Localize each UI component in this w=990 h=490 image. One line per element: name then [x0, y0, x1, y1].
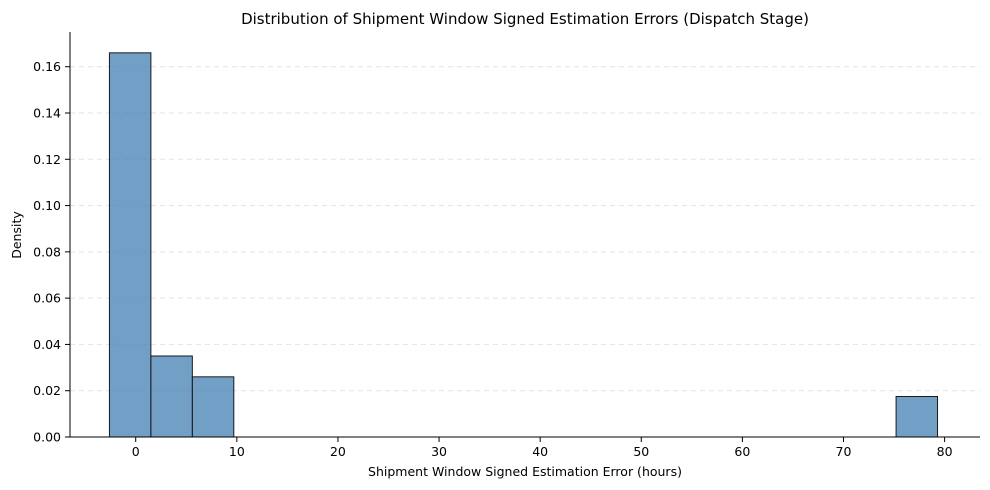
y-tick-label: 0.14 — [33, 106, 61, 121]
x-tick-label: 70 — [836, 444, 852, 459]
axes — [69, 32, 980, 438]
y-tick-label: 0.00 — [33, 430, 61, 445]
x-tick-label: 30 — [431, 444, 447, 459]
histogram-bar-3 — [895, 396, 939, 438]
x-tick-label: 0 — [132, 444, 140, 459]
grid-lines — [70, 66, 980, 392]
y-tick-label: 0.02 — [33, 383, 61, 398]
x-axis-ticks: 0 10 20 30 40 50 60 70 80 — [132, 437, 953, 459]
x-axis-label: Shipment Window Signed Estimation Error … — [368, 464, 682, 479]
y-axis-label: Density — [9, 211, 24, 259]
y-axis-ticks: 0.00 0.02 0.04 0.06 0.08 0.10 0.12 0.14 0.16 — [33, 59, 70, 445]
x-tick-label: 10 — [229, 444, 245, 459]
y-tick-label: 0.06 — [33, 291, 61, 306]
y-tick-label: 0.12 — [33, 152, 61, 167]
histogram-bar-1 — [150, 355, 193, 438]
x-tick-label: 40 — [532, 444, 548, 459]
histogram-bar-0 — [108, 52, 152, 438]
histogram-bars — [108, 52, 939, 438]
y-tick-label: 0.08 — [33, 244, 61, 259]
histogram-bar-2 — [191, 376, 235, 438]
x-tick-label: 20 — [330, 444, 346, 459]
x-tick-label: 60 — [734, 444, 750, 459]
y-tick-label: 0.16 — [33, 59, 61, 74]
y-tick-label: 0.10 — [33, 198, 61, 213]
chart-title: Distribution of Shipment Window Signed E… — [241, 10, 809, 28]
y-tick-label: 0.04 — [33, 337, 61, 352]
x-tick-label: 50 — [633, 444, 649, 459]
x-tick-label: 80 — [937, 444, 953, 459]
